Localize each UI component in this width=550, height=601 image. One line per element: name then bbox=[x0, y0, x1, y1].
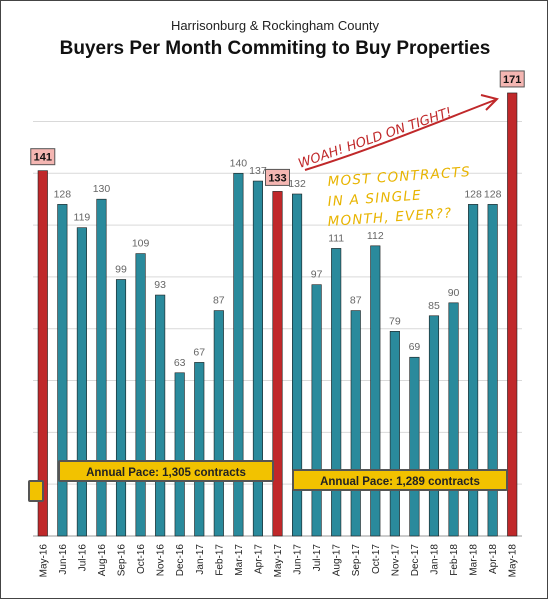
tick-label-Oct-17: Oct-17 bbox=[371, 544, 382, 574]
bar-Apr-18 bbox=[487, 204, 498, 537]
tick-label-Nov-17: Nov-17 bbox=[390, 544, 401, 577]
annual-pace-prior-box bbox=[28, 480, 44, 502]
value-label-Jan-17: 67 bbox=[193, 346, 205, 358]
value-label-May-17: 133 bbox=[268, 172, 286, 184]
chart-subtitle: Harrisonburg & Rockingham County bbox=[170, 18, 380, 33]
value-label-box-May-17 bbox=[265, 168, 290, 186]
value-label-Feb-17: 87 bbox=[213, 295, 225, 307]
tick-label-Jun-16: Jun-16 bbox=[58, 544, 69, 575]
bar-Feb-18 bbox=[448, 302, 459, 537]
bar-Dec-16 bbox=[174, 372, 185, 537]
bar-Jan-18 bbox=[428, 315, 440, 537]
value-label-box-May-18 bbox=[499, 70, 525, 88]
annotation-note-line-1: MOST CONTRACTS bbox=[327, 164, 471, 190]
tick-label-Jul-16: Jul-16 bbox=[77, 544, 88, 572]
bar-Nov-16 bbox=[155, 294, 166, 537]
bar-Dec-17 bbox=[409, 356, 420, 537]
value-label-Nov-16: 93 bbox=[154, 279, 166, 291]
bar-Feb-17 bbox=[213, 310, 224, 537]
value-label-Dec-17: 69 bbox=[409, 341, 421, 353]
value-label-Apr-18: 128 bbox=[484, 188, 502, 200]
tick-label-Apr-18: Apr-18 bbox=[488, 544, 499, 574]
bar-Jun-16 bbox=[57, 204, 68, 537]
tick-label-Sep-16: Sep-16 bbox=[117, 544, 128, 577]
tick-label-Aug-16: Aug-16 bbox=[97, 544, 108, 577]
value-label-Jan-18: 85 bbox=[428, 300, 440, 312]
annual-pace-2016-box: Annual Pace: 1,305 contracts bbox=[58, 460, 274, 482]
annotation-note-line-3: MONTH, EVER?? bbox=[327, 205, 453, 230]
tick-label-Feb-18: Feb-18 bbox=[449, 544, 460, 576]
tick-label-Dec-17: Dec-17 bbox=[410, 544, 421, 577]
value-label-Jul-17: 97 bbox=[311, 269, 323, 281]
tick-label-Nov-16: Nov-16 bbox=[156, 544, 167, 577]
bar-Jul-17 bbox=[311, 284, 322, 537]
tick-label-Jul-17: Jul-17 bbox=[312, 544, 323, 572]
value-label-box-May-16 bbox=[30, 148, 56, 166]
tick-label-Feb-17: Feb-17 bbox=[214, 544, 225, 576]
value-label-Sep-16: 99 bbox=[115, 264, 127, 276]
value-label-Mar-18: 128 bbox=[464, 188, 482, 200]
value-label-Oct-17: 112 bbox=[367, 230, 384, 242]
chart-title: Buyers Per Month Commiting to Buy Proper… bbox=[59, 38, 491, 59]
bar-Jul-16 bbox=[76, 227, 87, 537]
tick-label-May-17: May-17 bbox=[273, 544, 284, 578]
tick-label-Aug-17: Aug-17 bbox=[332, 544, 343, 577]
tick-label-May-16: May-16 bbox=[38, 544, 49, 578]
bar-Sep-16 bbox=[115, 279, 127, 537]
tick-label-May-18: May-18 bbox=[508, 544, 519, 578]
bar-May-18 bbox=[507, 92, 518, 537]
tick-label-Jan-17: Jan-17 bbox=[195, 544, 206, 575]
value-label-Mar-17: 140 bbox=[230, 157, 248, 169]
bar-Mar-17 bbox=[233, 172, 244, 537]
value-label-Aug-16: 130 bbox=[93, 183, 111, 195]
value-label-May-16: 141 bbox=[34, 152, 52, 164]
value-label-Apr-17: 137 bbox=[249, 165, 267, 177]
tick-label-Apr-17: Apr-17 bbox=[253, 544, 264, 574]
value-label-Jun-16: 128 bbox=[54, 188, 72, 200]
bar-Oct-16 bbox=[135, 253, 146, 537]
bar-Mar-18 bbox=[468, 204, 479, 537]
tick-label-Mar-17: Mar-17 bbox=[234, 544, 245, 576]
bar-May-16 bbox=[37, 170, 48, 537]
bar-Sep-17 bbox=[350, 310, 361, 537]
tick-label-Jun-17: Jun-17 bbox=[293, 544, 304, 575]
value-label-Jun-17: 132 bbox=[288, 178, 306, 190]
tick-label-Mar-18: Mar-18 bbox=[469, 544, 480, 576]
bar-Jun-17 bbox=[292, 193, 303, 537]
value-label-May-18: 171 bbox=[503, 74, 521, 86]
value-label-Sep-17: 87 bbox=[350, 295, 362, 307]
value-label-Jul-16: 119 bbox=[74, 212, 91, 224]
tick-label-Jan-18: Jan-18 bbox=[429, 544, 440, 575]
bar-Apr-17 bbox=[252, 180, 263, 537]
value-label-Nov-17: 79 bbox=[389, 315, 401, 327]
annotation-arrow-head bbox=[480, 94, 499, 111]
tick-label-Dec-16: Dec-16 bbox=[175, 544, 186, 577]
annotation-woah: WOAH! HOLD ON TIGHT! bbox=[296, 105, 453, 172]
tick-label-Oct-16: Oct-16 bbox=[136, 544, 147, 574]
value-label-Oct-16: 109 bbox=[132, 238, 150, 250]
bar-Nov-17 bbox=[389, 331, 400, 537]
annotation-arrow-line bbox=[304, 99, 496, 171]
value-label-Aug-17: 111 bbox=[328, 232, 344, 244]
tick-label-Sep-17: Sep-17 bbox=[351, 544, 362, 577]
annual-pace-2017-box: Annual Pace: 1,289 contracts bbox=[292, 469, 508, 491]
bar-May-17 bbox=[272, 191, 283, 537]
bar-Aug-17 bbox=[331, 248, 342, 537]
bar-Aug-16 bbox=[96, 198, 107, 537]
annotation-note-line-2: IN A SINGLE bbox=[327, 187, 422, 210]
bar-Jan-17 bbox=[194, 362, 205, 537]
bar-Oct-17 bbox=[370, 245, 381, 537]
value-label-Dec-16: 63 bbox=[174, 357, 186, 369]
value-label-Feb-18: 90 bbox=[448, 287, 460, 299]
